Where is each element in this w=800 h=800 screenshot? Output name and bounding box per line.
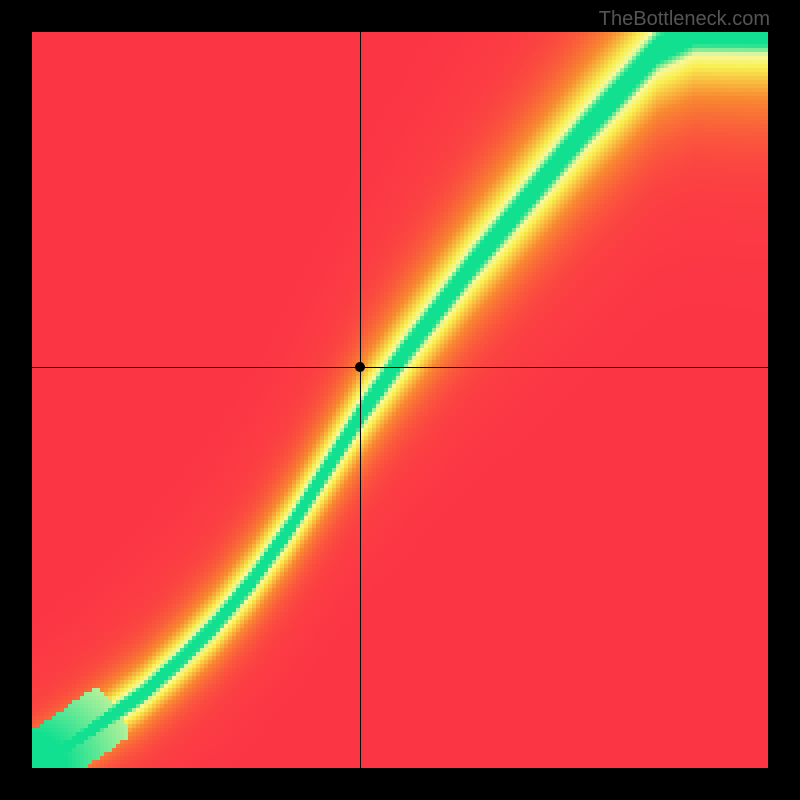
watermark-text: TheBottleneck.com xyxy=(599,8,770,31)
heatmap-canvas xyxy=(32,32,768,768)
crosshair-marker xyxy=(355,362,365,372)
crosshair-horizontal xyxy=(32,367,768,368)
plot-area xyxy=(32,32,768,768)
crosshair-vertical xyxy=(360,32,361,768)
chart-frame: TheBottleneck.com xyxy=(0,0,800,800)
